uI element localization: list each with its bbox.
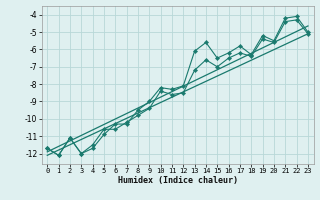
X-axis label: Humidex (Indice chaleur): Humidex (Indice chaleur): [118, 176, 237, 185]
